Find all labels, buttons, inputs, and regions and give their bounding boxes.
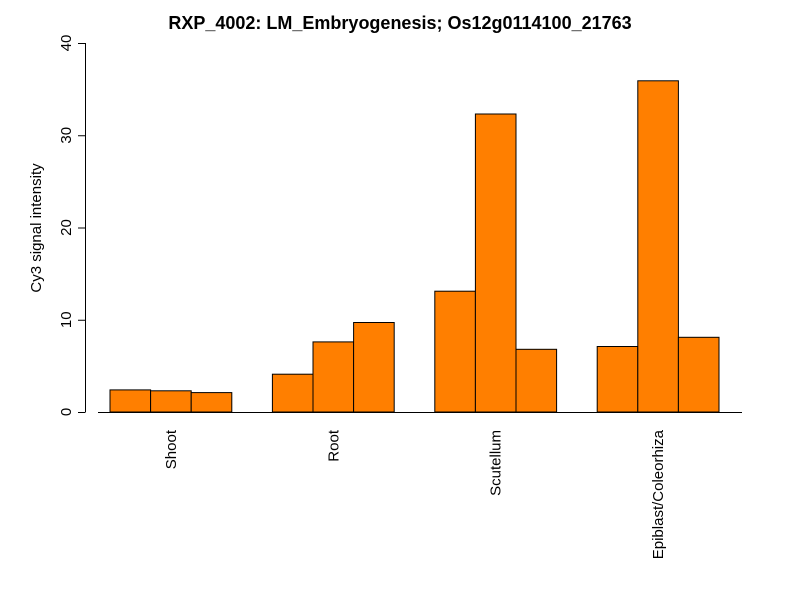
bars-layer: [109, 80, 720, 413]
x-tick-label: Scutellum: [488, 430, 505, 496]
bar-root-2: [312, 341, 355, 413]
bar-root-1: [271, 373, 314, 413]
y-tick-label: 20: [58, 219, 75, 236]
chart-title: RXP_4002: LM_Embryogenesis; Os12g0114100…: [168, 13, 631, 33]
bar-scutellum-2: [474, 113, 517, 413]
y-tick-label: 0: [58, 408, 75, 416]
y-tick-label: 10: [58, 311, 75, 328]
y-tick-label: 40: [58, 35, 75, 52]
bar-shoot-3: [190, 392, 233, 413]
y-tick-label: 30: [58, 127, 75, 144]
bar-root-3: [353, 322, 395, 413]
bar-epiblast-coleorhiza-3: [677, 336, 720, 413]
x-tick-label: Epiblast/Coleorhiza: [650, 429, 667, 559]
y-axis-label: Cy3 signal intensity: [28, 163, 45, 293]
axis-layer: Shoot Root Scutellum Epiblast/Coleorhiza 0 10…: [58, 35, 742, 559]
x-tick-label: Root: [325, 429, 342, 462]
bar-scutellum-1: [434, 290, 476, 413]
bar-shoot-1: [109, 389, 152, 413]
bar-epiblast-coleorhiza-2: [637, 80, 679, 413]
bar-shoot-2: [150, 390, 192, 413]
bar-epiblast-coleorhiza-1: [596, 346, 639, 413]
bar-scutellum-3: [515, 348, 558, 413]
x-tick-label: Shoot: [163, 429, 180, 469]
